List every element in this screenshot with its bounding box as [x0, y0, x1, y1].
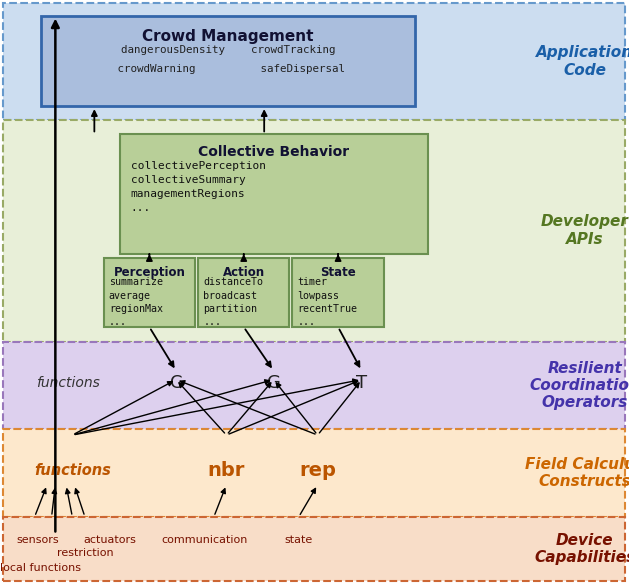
Text: functions: functions [36, 376, 100, 390]
Text: actuators: actuators [84, 535, 136, 545]
Text: crowdWarning          safeDispersal: crowdWarning safeDispersal [111, 64, 345, 74]
Text: summarize
average
regionMax
...: summarize average regionMax ... [109, 277, 163, 327]
Text: T: T [356, 374, 367, 391]
Text: restriction: restriction [57, 548, 113, 558]
Text: functions: functions [34, 463, 111, 478]
Text: local functions: local functions [1, 562, 81, 573]
FancyBboxPatch shape [198, 258, 289, 327]
Text: timer
lowpass
recentTrue
...: timer lowpass recentTrue ... [298, 277, 357, 327]
FancyBboxPatch shape [3, 120, 625, 342]
Text: Developer
APIs: Developer APIs [541, 214, 629, 247]
Text: C: C [170, 374, 182, 391]
FancyBboxPatch shape [104, 258, 195, 327]
Text: Perception: Perception [113, 266, 186, 279]
Text: Crowd Management: Crowd Management [142, 29, 314, 44]
Text: state: state [285, 535, 313, 545]
Text: rep: rep [299, 461, 336, 479]
Text: collectivePerception
collectiveSummary
managementRegions
...: collectivePerception collectiveSummary m… [131, 161, 266, 213]
Text: sensors: sensors [16, 535, 59, 545]
Text: Collective Behavior: Collective Behavior [198, 145, 349, 159]
Text: Application
Code: Application Code [537, 45, 629, 78]
FancyBboxPatch shape [292, 258, 384, 327]
Text: Device
Capabilities: Device Capabilities [535, 533, 629, 565]
Text: State: State [320, 266, 356, 279]
Text: communication: communication [161, 535, 248, 545]
FancyBboxPatch shape [41, 16, 415, 106]
FancyBboxPatch shape [3, 517, 625, 581]
Text: Action: Action [223, 266, 265, 279]
FancyBboxPatch shape [120, 134, 428, 254]
FancyBboxPatch shape [3, 342, 625, 429]
Text: distanceTo
broadcast
partition
...: distanceTo broadcast partition ... [203, 277, 263, 327]
Text: nbr: nbr [208, 461, 245, 479]
Text: Resilient
Coordination
Operators: Resilient Coordination Operators [530, 360, 629, 411]
Text: dangerousDensity    crowdTracking: dangerousDensity crowdTracking [121, 45, 335, 55]
Text: Field Calculus
Constructs: Field Calculus Constructs [525, 457, 629, 489]
FancyBboxPatch shape [3, 429, 625, 517]
FancyBboxPatch shape [3, 3, 625, 120]
Text: G: G [267, 374, 281, 391]
